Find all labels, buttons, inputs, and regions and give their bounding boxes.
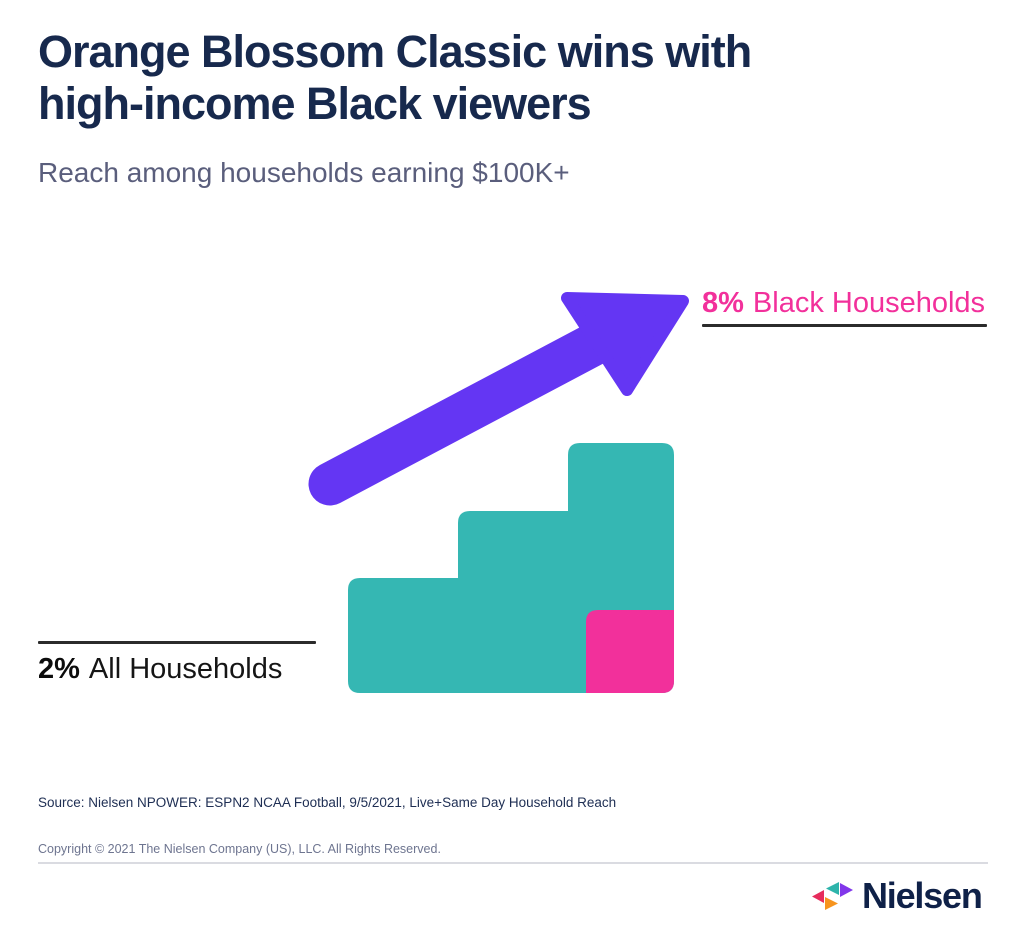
nielsen-wordmark: Nielsen [862,875,983,916]
copyright-note: Copyright © 2021 The Nielsen Company (US… [38,842,441,856]
all-households-label: 2% All Households [38,654,282,685]
trend-arrow-shaft [308,320,620,506]
nielsen-logo-icon [812,882,853,910]
footer-divider [38,862,988,864]
nielsen-logo: Nielsen [811,875,983,916]
all-households-overline [38,641,316,644]
trend-arrow-head [561,292,689,396]
black-households-label: 8% Black Households [702,288,985,319]
logo-triangle-purple [840,883,853,897]
page-title: Orange Blossom Classic wins with high-in… [38,26,752,129]
logo-triangle-teal [826,882,839,895]
chart-subtitle: Reach among households earning $100K+ [38,157,570,188]
logo-triangle-orange [825,897,838,910]
all-households-text: All Households [88,653,283,685]
black-households-underline [702,324,987,327]
logo-triangle-red [812,890,824,903]
highlight-square [586,610,674,693]
black-households-text: Black Households [752,287,986,319]
source-note: Source: Nielsen NPOWER: ESPN2 NCAA Footb… [38,795,617,810]
all-households-value: 2% [38,653,80,685]
chart-graphic [308,292,689,693]
black-households-value: 8% [702,287,744,319]
